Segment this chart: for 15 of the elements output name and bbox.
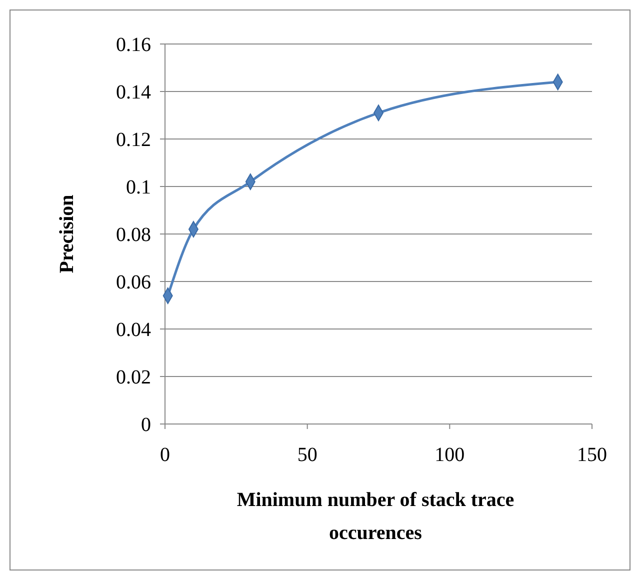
y-tick-label: 0.12 [116,129,151,151]
y-tick-label: 0.06 [116,272,151,294]
x-tick-label: 50 [297,444,318,466]
y-axis-title: Precision [56,194,78,274]
y-tick-label: 0.08 [116,224,151,246]
x-tick-label: 150 [577,444,607,466]
y-tick-label: 0.16 [116,34,151,56]
x-tick-label: 0 [160,444,170,466]
x-tick-label: 100 [434,444,465,466]
y-tick-label: 0.02 [116,366,151,388]
y-tick-label: 0.04 [116,319,151,341]
x-axis-title: Minimum number of stack trace occurences [236,489,514,544]
y-tick-label: 0.1 [126,176,151,198]
y-tick-label: 0.14 [116,82,151,104]
y-tick-label: 0 [141,414,151,436]
